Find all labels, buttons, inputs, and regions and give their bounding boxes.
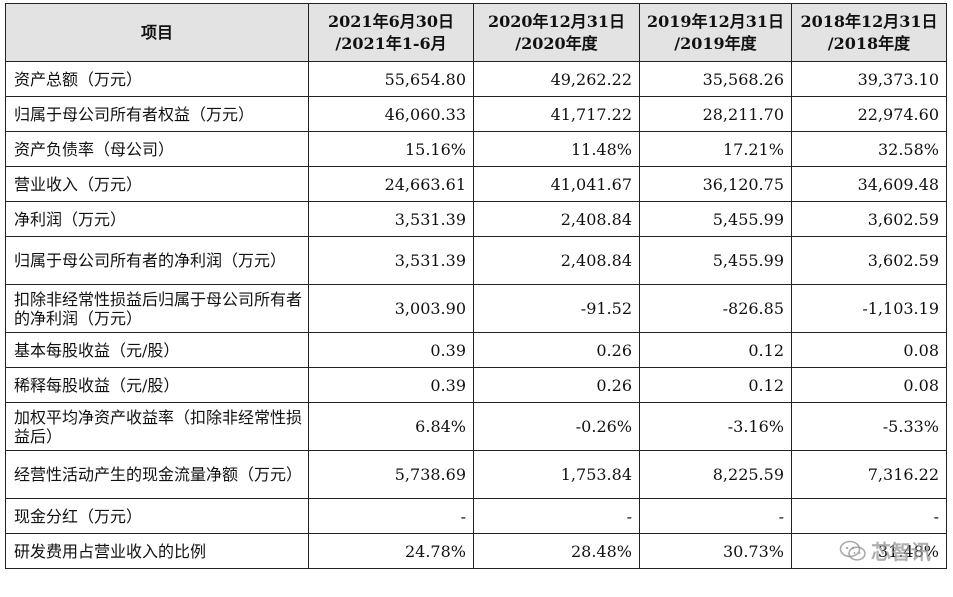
row-label: 稀释每股收益（元/股） [5, 367, 309, 403]
cell-value: 49,262.22 [473, 61, 640, 97]
cell-value: 55,654.80 [308, 61, 474, 97]
cell-value: 39,373.10 [791, 61, 947, 97]
row-label: 净利润（万元） [5, 201, 309, 237]
cell-value: 31.48% [791, 533, 947, 569]
cell-value: 36,120.75 [639, 166, 792, 202]
cell-value: - [308, 498, 474, 534]
cell-value: 0.08 [791, 332, 947, 368]
cell-value: 5,738.69 [308, 450, 474, 499]
table-row: 资产负债率（母公司） 15.16% 11.48% 17.21% 32.58% [5, 131, 947, 167]
cell-value: 3,531.39 [308, 236, 474, 285]
table-row: 营业收入（万元） 24,663.61 41,041.67 36,120.75 3… [5, 166, 947, 202]
cell-value: 2,408.84 [473, 201, 640, 237]
cell-value: 46,060.33 [308, 96, 474, 132]
row-label: 资产负债率（母公司） [5, 131, 309, 167]
table-row: 加权平均净资产收益率（扣除非经常性损益后） 6.84% -0.26% -3.16… [5, 402, 947, 451]
table-row: 扣除非经常性损益后归属于母公司所有者的净利润（万元） 3,003.90 -91.… [5, 284, 947, 333]
cell-value: 34,609.48 [791, 166, 947, 202]
cell-value: -5.33% [791, 402, 947, 451]
cell-value: 0.08 [791, 367, 947, 403]
cell-value: 3,602.59 [791, 236, 947, 285]
table-row: 现金分红（万元） - - - - [5, 498, 947, 534]
cell-value: 1,753.84 [473, 450, 640, 499]
cell-value: 6.84% [308, 402, 474, 451]
cell-value: 0.12 [639, 332, 792, 368]
cell-value: 32.58% [791, 131, 947, 167]
table-row: 归属于母公司所有者的净利润（万元） 3,531.39 2,408.84 5,45… [5, 236, 947, 285]
row-label: 加权平均净资产收益率（扣除非经常性损益后） [5, 402, 309, 451]
cell-value: 22,974.60 [791, 96, 947, 132]
cell-value: 7,316.22 [791, 450, 947, 499]
row-label: 现金分红（万元） [5, 498, 309, 534]
cell-value: 41,041.67 [473, 166, 640, 202]
cell-value: 0.39 [308, 367, 474, 403]
cell-value: 24.78% [308, 533, 474, 569]
header-2018: 2018年12月31日 /2018年度 [791, 3, 947, 62]
cell-value: 17.21% [639, 131, 792, 167]
cell-value: 30.73% [639, 533, 792, 569]
table-row: 净利润（万元） 3,531.39 2,408.84 5,455.99 3,602… [5, 201, 947, 237]
header-2020: 2020年12月31日 /2020年度 [473, 3, 640, 62]
cell-value: 28,211.70 [639, 96, 792, 132]
cell-value: 35,568.26 [639, 61, 792, 97]
table-row: 资产总额（万元） 55,654.80 49,262.22 35,568.26 3… [5, 61, 947, 97]
cell-value: -1,103.19 [791, 284, 947, 333]
cell-value: 2,408.84 [473, 236, 640, 285]
cell-value: 3,531.39 [308, 201, 474, 237]
cell-value: 8,225.59 [639, 450, 792, 499]
table-row: 归属于母公司所有者权益（万元） 46,060.33 41,717.22 28,2… [5, 96, 947, 132]
header-2019: 2019年12月31日 /2019年度 [639, 3, 792, 62]
cell-value: -826.85 [639, 284, 792, 333]
cell-value: 15.16% [308, 131, 474, 167]
cell-value: -0.26% [473, 402, 640, 451]
cell-value: -3.16% [639, 402, 792, 451]
cell-value: 5,455.99 [639, 236, 792, 285]
header-2021h1: 2021年6月30日 /2021年1-6月 [308, 3, 474, 62]
header-row: 项目 2021年6月30日 /2021年1-6月 2020年12月31日 /20… [5, 3, 947, 62]
row-label: 扣除非经常性损益后归属于母公司所有者的净利润（万元） [5, 284, 309, 333]
row-label: 资产总额（万元） [5, 61, 309, 97]
cell-value: 24,663.61 [308, 166, 474, 202]
cell-value: 3,602.59 [791, 201, 947, 237]
cell-value: 11.48% [473, 131, 640, 167]
row-label: 归属于母公司所有者的净利润（万元） [5, 236, 309, 285]
row-label: 基本每股收益（元/股） [5, 332, 309, 368]
row-label: 归属于母公司所有者权益（万元） [5, 96, 309, 132]
table-row: 研发费用占营业收入的比例 24.78% 28.48% 30.73% 31.48% [5, 533, 947, 569]
cell-value: -91.52 [473, 284, 640, 333]
table-row: 稀释每股收益（元/股） 0.39 0.26 0.12 0.08 [5, 367, 947, 403]
cell-value: 0.12 [639, 367, 792, 403]
cell-value: - [791, 498, 947, 534]
cell-value: 0.26 [473, 332, 640, 368]
row-label: 经营性活动产生的现金流量净额（万元） [5, 450, 309, 499]
table-row: 经营性活动产生的现金流量净额（万元） 5,738.69 1,753.84 8,2… [5, 450, 947, 499]
cell-value: 5,455.99 [639, 201, 792, 237]
row-label: 营业收入（万元） [5, 166, 309, 202]
cell-value: 0.26 [473, 367, 640, 403]
cell-value: - [473, 498, 640, 534]
row-label: 研发费用占营业收入的比例 [5, 533, 309, 569]
cell-value: 3,003.90 [308, 284, 474, 333]
cell-value: - [639, 498, 792, 534]
cell-value: 0.39 [308, 332, 474, 368]
cell-value: 28.48% [473, 533, 640, 569]
cell-value: 41,717.22 [473, 96, 640, 132]
financial-table: 项目 2021年6月30日 /2021年1-6月 2020年12月31日 /20… [5, 3, 947, 569]
table-row: 基本每股收益（元/股） 0.39 0.26 0.12 0.08 [5, 332, 947, 368]
header-item: 项目 [5, 3, 309, 62]
